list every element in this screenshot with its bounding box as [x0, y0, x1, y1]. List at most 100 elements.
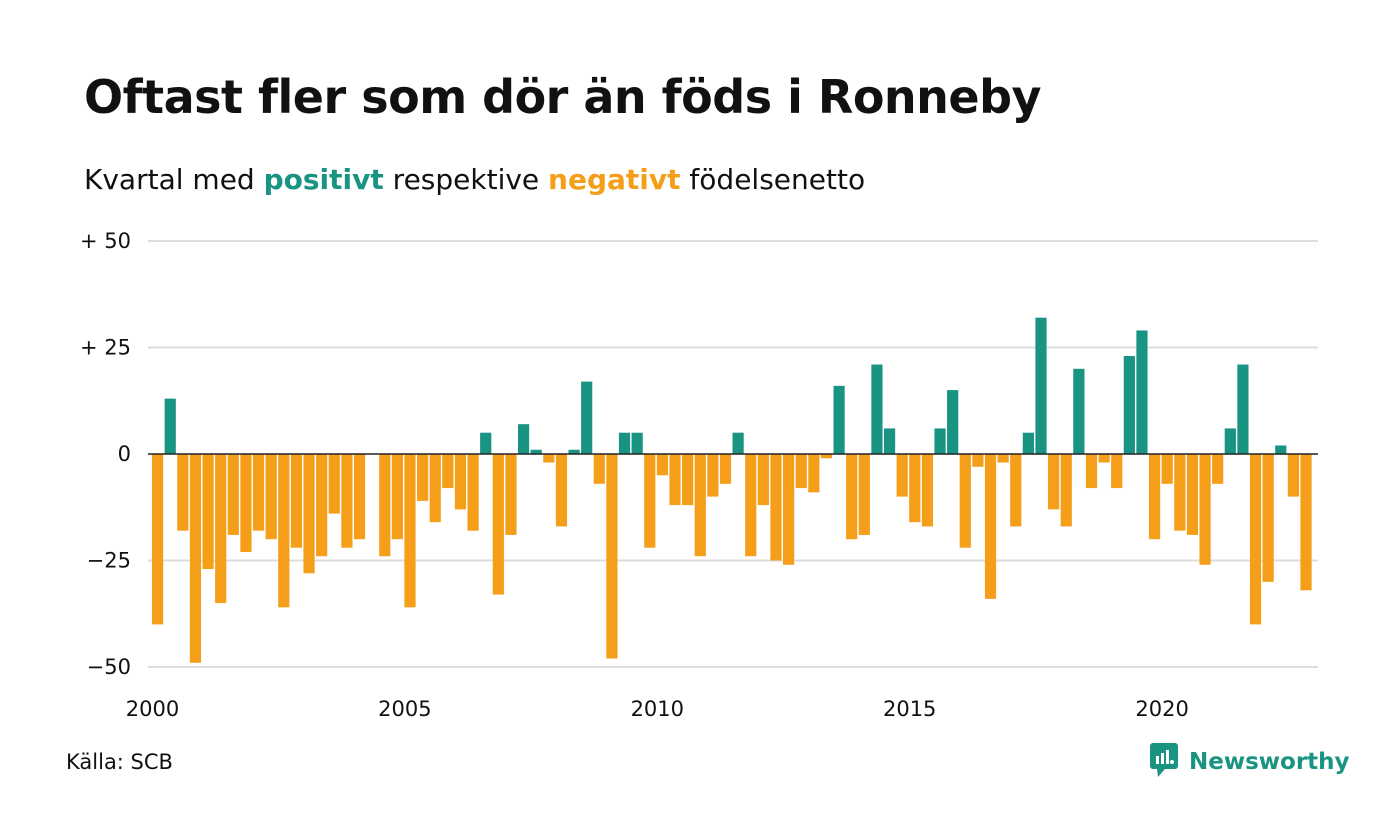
brand[interactable]: Newsworthy: [1149, 742, 1350, 782]
bar: [1174, 454, 1186, 531]
bar: [1186, 454, 1199, 535]
bar: [164, 398, 176, 454]
bar: [391, 454, 403, 540]
chart-title: Oftast fler som dör än föds i Ronneby: [84, 70, 1042, 124]
bar: [833, 385, 845, 454]
bar: [1123, 356, 1135, 454]
bar: [644, 454, 656, 548]
bar: [1060, 454, 1072, 527]
bar: [265, 454, 277, 540]
bar: [1224, 428, 1236, 454]
bar: [379, 454, 391, 557]
bar: [984, 454, 997, 599]
bar: [353, 454, 366, 540]
subtitle-suffix: födelsenetto: [680, 163, 866, 196]
bar: [252, 454, 265, 531]
bar: [921, 454, 934, 527]
bar: [1098, 454, 1110, 463]
x-tick-label: 2000: [126, 697, 179, 721]
bar: [1287, 454, 1299, 497]
bar: [820, 454, 833, 459]
x-axis-ticks: 2000 2005 2010 2015 2020: [126, 697, 1189, 721]
bar: [1022, 432, 1034, 454]
x-tick-label: 2020: [1135, 697, 1188, 721]
newsworthy-logo-icon: [1149, 742, 1179, 782]
bar: [1161, 454, 1173, 484]
bar: [1275, 445, 1287, 454]
y-tick-label: 0: [118, 442, 131, 466]
bar: [1237, 364, 1249, 454]
chart-subtitle: Kvartal med positivt respektive negativt…: [84, 163, 865, 196]
bar: [1035, 317, 1047, 454]
bar: [783, 454, 795, 565]
bar: [593, 454, 605, 484]
bar: [177, 454, 189, 531]
bar: [808, 454, 820, 493]
y-tick-label: −50: [87, 655, 131, 679]
bar: [1249, 454, 1262, 625]
bar: [1199, 454, 1211, 565]
x-tick-label: 2015: [883, 697, 936, 721]
y-tick-label: −25: [87, 549, 131, 573]
bar: [770, 454, 782, 561]
bar: [341, 454, 353, 548]
bar: [492, 454, 504, 595]
bar: [480, 432, 492, 454]
bar: [656, 454, 668, 476]
bar: [1136, 330, 1148, 454]
brand-name: Newsworthy: [1189, 749, 1350, 775]
bar: [997, 454, 1009, 463]
bar: [227, 454, 239, 535]
bar: [959, 454, 971, 548]
bar: [290, 454, 303, 548]
bar: [555, 454, 568, 527]
bar: [202, 454, 214, 570]
bar: [669, 454, 681, 506]
bar: [189, 454, 202, 663]
bar: [1010, 454, 1022, 527]
x-tick-label: 2010: [631, 697, 684, 721]
bar: [846, 454, 858, 540]
bar: [581, 381, 593, 454]
bar: [795, 454, 807, 489]
bar: [240, 454, 252, 552]
bar: [972, 454, 984, 467]
bar: [707, 454, 719, 497]
bar: [1111, 454, 1123, 489]
bar: [454, 454, 467, 510]
bar: [757, 454, 769, 506]
bar: [278, 454, 290, 608]
bar: [858, 454, 870, 535]
bar: [618, 432, 631, 454]
source-note: Källa: SCB: [66, 750, 173, 774]
bar: [1048, 454, 1060, 510]
bar: [606, 454, 618, 659]
bar: [682, 454, 694, 506]
y-tick-label: + 50: [80, 229, 131, 253]
subtitle-negative-word: negativt: [548, 163, 681, 196]
bar: [732, 432, 744, 454]
bar: [871, 364, 883, 454]
bar: [909, 454, 921, 523]
bar: [417, 454, 429, 501]
y-tick-label: + 25: [80, 336, 131, 360]
bar: [303, 454, 315, 574]
x-tick-label: 2005: [378, 697, 431, 721]
bar: [1073, 368, 1085, 454]
bars: [152, 317, 1312, 663]
bar: [152, 454, 164, 625]
bar: [530, 449, 542, 454]
subtitle-positive-word: positivt: [263, 163, 384, 196]
bar: [947, 390, 959, 454]
bar: [316, 454, 328, 557]
bar: [517, 424, 530, 454]
bar: [543, 454, 555, 463]
bar: [934, 428, 946, 454]
bar: [467, 454, 479, 531]
bar: [745, 454, 757, 557]
y-axis-ticks: + 50 + 25 0 −25 −50: [80, 229, 131, 679]
bar: [1300, 454, 1312, 591]
bar: [442, 454, 454, 489]
bar: [568, 449, 580, 454]
bar: [1262, 454, 1274, 582]
